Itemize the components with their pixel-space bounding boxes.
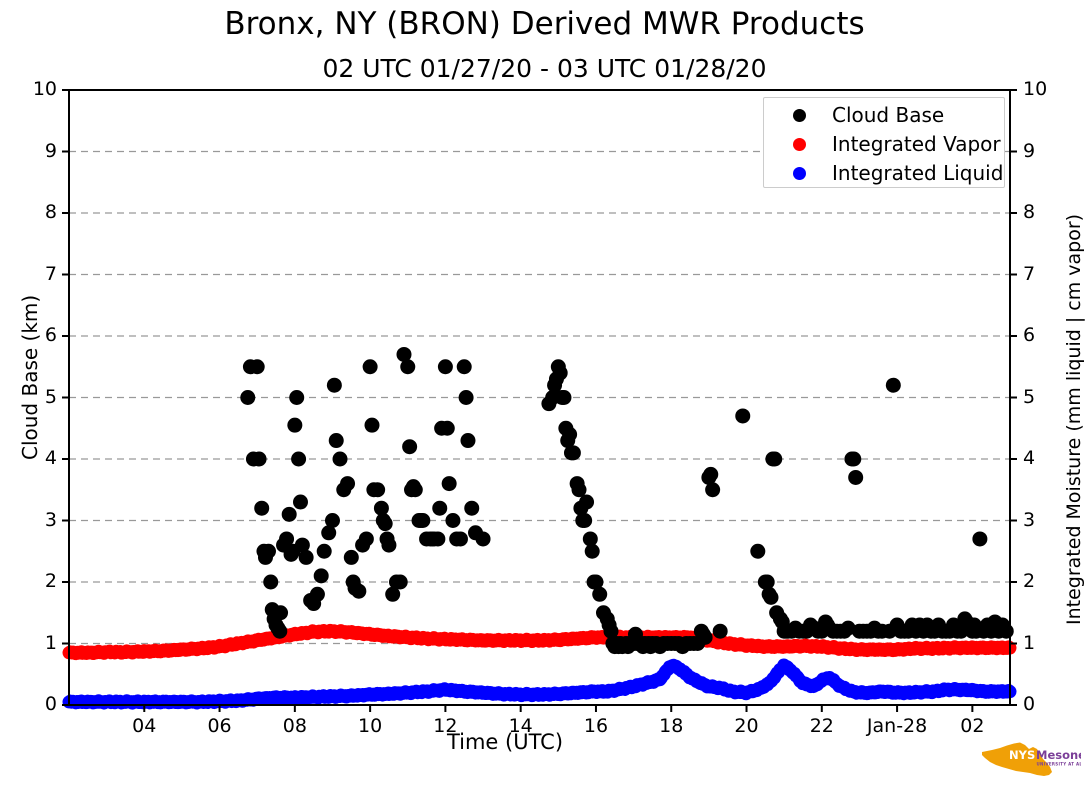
y-tick-right-8: 8 <box>1023 201 1036 223</box>
x-tick-22: 22 <box>809 715 834 737</box>
y-tick-right-0: 0 <box>1023 693 1036 715</box>
x-tick-12: 12 <box>433 715 458 737</box>
new-york-state-shape <box>982 742 1052 776</box>
y-tick-right-10: 10 <box>1023 78 1048 100</box>
y-axis-left-label: Cloud Base (km) <box>18 294 42 460</box>
logo-tagline-text: UNIVERSITY AT ALBANY <box>1037 762 1082 767</box>
y-tick-left-8: 8 <box>44 201 57 223</box>
y-axis-right-label: Integrated Moisture (mm liquid | cm vapo… <box>1063 213 1085 625</box>
y-tick-left-10: 10 <box>32 78 57 100</box>
legend-label-cloud-base: Cloud Base <box>832 103 945 127</box>
y-tick-left-7: 7 <box>44 262 57 285</box>
y-tick-right-1: 1 <box>1023 631 1036 654</box>
y-tick-left-0: 0 <box>44 693 57 715</box>
y-tick-left-2: 2 <box>44 570 57 592</box>
x-tick-06: 06 <box>207 715 232 737</box>
legend-marker-integrated-liquid <box>793 166 806 180</box>
page-title: Bronx, NY (BRON) Derived MWR Products <box>224 6 865 42</box>
x-tick-Jan-28: Jan-28 <box>866 715 928 737</box>
x-tick-20: 20 <box>734 715 759 737</box>
y-tick-left-9: 9 <box>44 139 57 162</box>
y-tick-right-2: 2 <box>1023 570 1036 592</box>
y-tick-left-6: 6 <box>44 324 57 346</box>
y-tick-right-7: 7 <box>1023 262 1036 285</box>
nys-mesonet-logo: NYS Mesonet UNIVERSITY AT ALBANY <box>982 742 1082 776</box>
y-tick-right-4: 4 <box>1023 447 1036 469</box>
logo-nys-text: NYS <box>1009 748 1035 762</box>
y-tick-right-3: 3 <box>1023 508 1036 531</box>
x-tick-18: 18 <box>659 715 684 737</box>
axis-ticks <box>62 89 1017 712</box>
x-axis-label: Time (UTC) <box>446 730 564 754</box>
legend-item-integrated-liquid: Integrated Liquid <box>764 158 1004 188</box>
y-tick-left-3: 3 <box>44 508 57 531</box>
legend-marker-integrated-vapor <box>793 137 806 151</box>
legend-item-integrated-vapor: Integrated Vapor <box>764 129 1004 159</box>
series-cloud-base <box>240 346 1014 655</box>
y-tick-right-5: 5 <box>1023 385 1036 408</box>
legend-marker-cloud-base <box>793 108 806 122</box>
series-integrated-liquid <box>62 658 1017 710</box>
y-tick-right-6: 6 <box>1023 324 1036 346</box>
y-tick-left-4: 4 <box>44 447 57 469</box>
legend-label-integrated-liquid: Integrated Liquid <box>832 161 1004 185</box>
logo-mesonet-text: Mesonet <box>1036 748 1081 762</box>
x-tick-04: 04 <box>132 715 157 737</box>
x-tick-14: 14 <box>508 715 533 737</box>
x-tick-10: 10 <box>358 715 383 737</box>
y-tick-left-5: 5 <box>44 385 57 408</box>
y-tick-right-9: 9 <box>1023 139 1036 162</box>
gridlines <box>69 150 1010 645</box>
y-tick-left-1: 1 <box>44 631 57 654</box>
x-tick-08: 08 <box>282 715 307 737</box>
chart-legend: Cloud Base Integrated Vapor Integrated L… <box>763 97 1005 188</box>
legend-item-cloud-base: Cloud Base <box>764 100 1004 130</box>
x-tick-02: 02 <box>960 715 985 737</box>
x-tick-16: 16 <box>583 715 609 737</box>
page-subtitle: 02 UTC 01/27/20 - 03 UTC 01/28/20 <box>322 54 767 83</box>
series-integrated-vapor <box>62 623 1017 661</box>
legend-label-integrated-vapor: Integrated Vapor <box>832 132 1001 156</box>
